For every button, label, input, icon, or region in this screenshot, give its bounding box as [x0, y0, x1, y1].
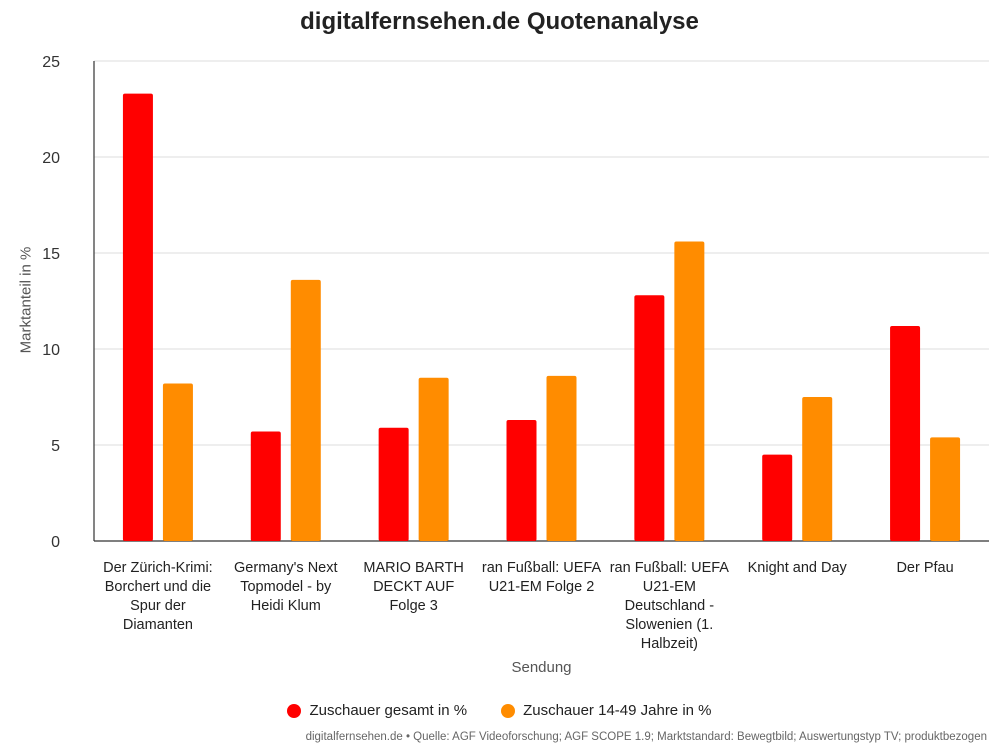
bar-14-49-3[interactable] [418, 377, 449, 541]
x-tick-label: ran Fußball: UEFA U21-EM Folge 2 [481, 560, 602, 595]
bar-gesamt-1[interactable] [122, 93, 153, 541]
y-tick-label: 20 [42, 150, 60, 167]
bar-14-49-2[interactable] [290, 279, 321, 541]
bar-gesamt-7[interactable] [890, 325, 921, 541]
bar-14-49-4[interactable] [546, 375, 577, 541]
bar-gesamt-5[interactable] [634, 295, 665, 541]
y-tick-label: 25 [42, 54, 60, 71]
y-tick-label: 15 [42, 246, 60, 263]
bar-gesamt-3[interactable] [378, 427, 409, 541]
legend-swatch-gesamt [287, 703, 302, 718]
x-tick-label: Der Pfau [896, 560, 954, 576]
bar-14-49-6[interactable] [802, 397, 833, 541]
y-axis-label: Marktanteil in % [17, 246, 35, 354]
bar-gesamt-2[interactable] [250, 431, 281, 541]
legend-item-14-49[interactable]: Zuschauer 14-49 Jahre in % [501, 702, 712, 719]
x-tick-label: Der Zürich-Krimi: Borchert und die Spur … [103, 560, 213, 633]
x-tick-label: Knight and Day [747, 560, 847, 576]
legend-swatch-14-49 [501, 703, 516, 718]
x-tick-label: ran Fußball: UEFA U21-EM Deutschland - S… [609, 560, 729, 652]
x-axis-label: Sendung [511, 659, 572, 676]
x-tick-label: MARIO BARTH DECKT AUF Folge 3 [363, 560, 464, 614]
bar-14-49-7[interactable] [930, 437, 961, 541]
bar-gesamt-4[interactable] [506, 420, 537, 541]
legend: Zuschauer gesamt in % Zuschauer 14-49 Ja… [0, 702, 999, 719]
source-note: digitalfernsehen.de • Quelle: AGF Videof… [305, 731, 987, 743]
bar-14-49-1[interactable] [162, 383, 193, 541]
y-tick-label: 0 [51, 534, 60, 551]
bar-gesamt-6[interactable] [762, 454, 793, 541]
y-tick-label: 10 [42, 342, 60, 359]
legend-item-gesamt[interactable]: Zuschauer gesamt in % [287, 702, 467, 719]
bar-14-49-5[interactable] [674, 241, 705, 542]
x-tick-label: Germany's Next Topmodel - by Heidi Klum [234, 560, 338, 614]
legend-label-gesamt: Zuschauer gesamt in % [309, 702, 468, 719]
y-tick-label: 5 [51, 438, 60, 455]
legend-label-14-49: Zuschauer 14-49 Jahre in % [523, 702, 712, 719]
chart-title: digitalfernsehen.de Quotenanalyse [300, 8, 699, 35]
